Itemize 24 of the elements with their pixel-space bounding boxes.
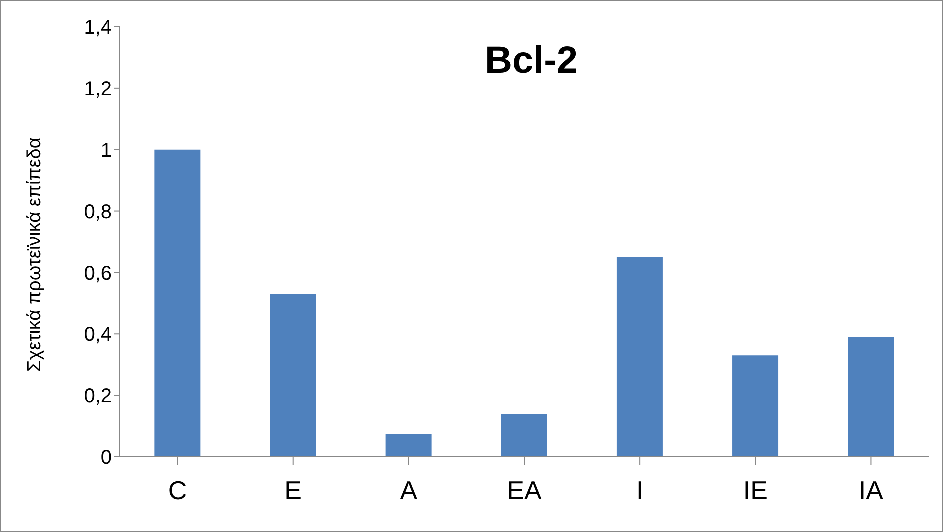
bar <box>270 294 316 457</box>
bar <box>386 434 432 457</box>
x-tick-label: C <box>168 475 188 506</box>
y-axis-title: Σχετικά πρωτεϊνικά επίπεδα <box>24 138 46 372</box>
y-tick-label: 0,8 <box>84 201 112 224</box>
y-tick-label: 0,2 <box>84 386 112 408</box>
x-tick-label: EA <box>507 475 542 506</box>
y-tick-label: 1,4 <box>84 17 112 40</box>
y-tick-label: 0,4 <box>84 324 112 346</box>
bar <box>848 337 894 457</box>
chart-title: Bcl-2 <box>485 40 578 82</box>
bar <box>154 150 201 457</box>
y-tick-label: 0,6 <box>84 262 112 285</box>
y-tick-label: 1,2 <box>84 78 112 101</box>
bar <box>732 356 779 457</box>
bar <box>501 414 548 457</box>
y-tick-label: 0 <box>100 447 112 470</box>
x-tick-label: A <box>400 475 418 506</box>
x-tick-label: E <box>284 475 302 506</box>
x-tick-label: IE <box>743 475 768 506</box>
y-tick-label: 1 <box>100 140 112 162</box>
x-tick-label: I <box>636 475 644 506</box>
x-tick-label: IA <box>858 475 884 506</box>
bar <box>616 257 663 457</box>
